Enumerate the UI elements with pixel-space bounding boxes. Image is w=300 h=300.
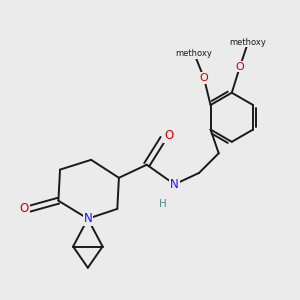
Text: O: O <box>164 129 174 142</box>
Text: methoxy: methoxy <box>176 49 213 58</box>
Text: N: N <box>83 212 92 225</box>
Text: O: O <box>200 73 208 83</box>
Text: methoxy: methoxy <box>230 38 267 46</box>
Text: H: H <box>159 199 167 209</box>
Text: N: N <box>170 178 179 191</box>
Text: O: O <box>236 61 244 72</box>
Text: O: O <box>20 202 29 215</box>
